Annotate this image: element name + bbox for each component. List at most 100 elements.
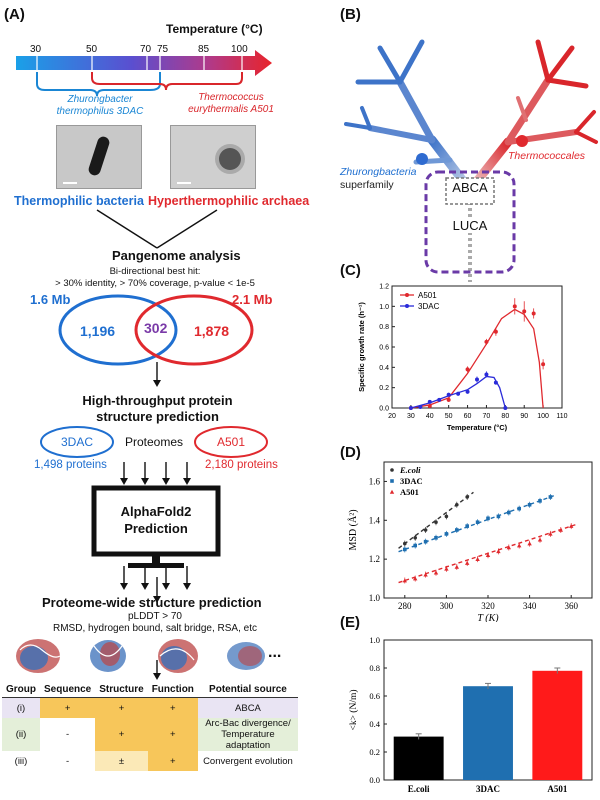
zhurong-label-line1: Zhurongbacter — [67, 94, 133, 105]
structure-cell: + — [95, 718, 148, 751]
data-point-3dac — [548, 495, 553, 499]
proteome-criteria-line1: pLDDT > 70 — [127, 611, 182, 622]
y-axis-label: Specific growth rate (h⁻¹) — [357, 302, 366, 392]
data-point-a501 — [569, 523, 574, 528]
data-point-3dac — [538, 499, 542, 503]
header-sequence: Sequence — [40, 682, 96, 698]
fit-line-3dac — [410, 375, 506, 409]
data-point-3dac — [517, 506, 521, 511]
data-point-3dac — [437, 397, 442, 402]
x-tick-label: 60 — [464, 413, 472, 420]
protein-count-3dac: 1,498 proteins — [34, 459, 107, 471]
table-header-row: Group Sequence Structure Function Potent… — [2, 682, 298, 698]
y-tick-label: 1.0 — [369, 635, 380, 645]
x-axis-label: Temperature (°C) — [447, 423, 508, 432]
pangenome-criteria-line2: > 30% identity, > 70% coverage, p-value … — [55, 278, 255, 289]
legend-marker — [389, 489, 395, 494]
temperature-bar — [16, 50, 272, 97]
legend-label: E.coli — [399, 465, 421, 475]
genome-size-a501: 2.1 Mb — [232, 292, 273, 307]
data-point-3dac — [503, 406, 508, 410]
bar-a501 — [532, 670, 583, 780]
data-point-3dac — [484, 372, 489, 377]
thermococcus-label: Thermococcus eurythermalis A501 — [166, 92, 296, 116]
source-cell: Convergent evolution — [197, 751, 298, 771]
zhurong-label-line2: thermophilus 3DAC — [56, 106, 144, 117]
alphafold-line1: AlphaFold2 — [120, 504, 192, 519]
more-structures-ellipsis: ... — [268, 644, 282, 661]
data-point-a501 — [446, 397, 451, 402]
y-tick-label: 1.0 — [369, 593, 381, 603]
data-point-3dac — [403, 547, 407, 552]
data-point-a501 — [537, 537, 543, 542]
data-point-3dac — [455, 528, 459, 532]
venn-shared-count: 302 — [144, 320, 168, 336]
abca-label: ABCA — [452, 180, 488, 195]
panel-d-label: (D) — [340, 444, 361, 461]
tick-85: 85 — [198, 44, 210, 55]
data-point-3dac — [434, 535, 438, 540]
data-point-a501 — [548, 531, 553, 536]
data-point-a501 — [423, 572, 428, 577]
panel-e-label: (E) — [340, 614, 360, 631]
data-point-a501 — [444, 566, 449, 571]
legend-label: A501 — [418, 291, 437, 300]
data-point-e.coli — [413, 535, 417, 540]
group-cell: (i) — [2, 697, 40, 718]
data-point-3dac — [444, 532, 449, 536]
legend-marker — [405, 293, 409, 297]
legend-label: 3DAC — [400, 476, 423, 486]
table-row: (iii) - ± + Convergent evolution — [2, 751, 298, 771]
x-tick-label: 360 — [564, 601, 578, 611]
data-point-a501 — [512, 304, 517, 309]
data-point-3dac — [446, 392, 451, 397]
y-tick-label: 1.0 — [379, 304, 389, 311]
data-point-3dac — [475, 377, 479, 382]
protein-structure-2 — [90, 640, 126, 672]
data-point-a501 — [454, 564, 459, 569]
table-row: (i) + + + ABCA — [2, 697, 298, 718]
x-tick-label: 340 — [523, 601, 537, 611]
phylogenetic-tree — [344, 39, 598, 282]
proteomes-label: Proteomes — [125, 435, 184, 449]
y-tick-label: 0.0 — [379, 406, 389, 413]
x-tick-label: E.coli — [408, 784, 430, 794]
venn-right-count: 1,878 — [194, 323, 230, 339]
luca-label: LUCA — [446, 218, 494, 233]
y-tick-label: 0.4 — [379, 365, 389, 372]
header-group: Group — [2, 682, 40, 698]
legend-label: 3DAC — [418, 302, 440, 311]
data-point-3dac — [465, 524, 469, 528]
header-function: Function — [147, 682, 198, 698]
pangenome-title: Pangenome analysis — [112, 248, 241, 263]
zhurongbacteria-line2: superfamily — [340, 179, 394, 191]
data-point-a501 — [531, 311, 536, 316]
thermophilic-bacteria-label: Thermophilic bacteria — [14, 194, 144, 208]
thermococcus-label-line2: eurythermalis A501 — [188, 104, 274, 115]
protein-structures — [16, 639, 265, 673]
data-point-3dac — [493, 380, 498, 385]
sequence-cell: + — [40, 697, 96, 718]
alphafold-line2: Prediction — [124, 521, 188, 536]
function-cell: + — [147, 718, 198, 751]
y-tick-label: 0.2 — [369, 747, 380, 757]
x-tick-label: 110 — [556, 413, 567, 420]
data-point-a501 — [517, 543, 522, 548]
data-point-e.coli — [403, 541, 407, 546]
flow-arrows — [40, 209, 268, 680]
function-cell: + — [147, 697, 198, 718]
data-point-e.coli — [434, 520, 438, 525]
y-tick-label: 0.4 — [369, 719, 380, 729]
data-point-e.coli — [423, 528, 428, 532]
y-tick-label: 0.0 — [369, 775, 380, 785]
thermococcales-label: Thermococcales — [508, 150, 586, 162]
y-tick-label: 0.8 — [379, 324, 389, 331]
bacteria-micrograph — [56, 125, 142, 189]
x-tick-label: 30 — [407, 413, 415, 420]
chart-c-growth: 20 30 40 50 60 70 80 90 100 110 0.0 0.2 0.4 0.6 0.8 1.0… — [357, 284, 568, 433]
x-tick-label: 80 — [501, 413, 509, 420]
data-point-a501 — [484, 339, 489, 344]
x-tick-label: 50 — [445, 413, 453, 420]
panel-a-label: (A) — [4, 6, 25, 23]
data-point-3dac — [486, 516, 490, 521]
